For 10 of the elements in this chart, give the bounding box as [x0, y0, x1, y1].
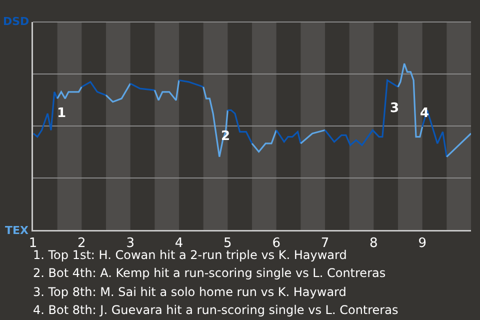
text: 4. Bot 8th: J. Guevara hit a run-scoring single vs L. Contreras: [33, 303, 398, 317]
text: TEX: [5, 224, 30, 237]
x-tick-label: 9: [418, 236, 426, 252]
text: 2. Bot 4th: A. Kemp hit a run-scoring single vs L. Contreras: [33, 266, 386, 280]
annotation: 3: [390, 101, 400, 116]
text: 3. Top 8th: M. Sai hit a solo home run vs K. Hayward: [33, 285, 346, 299]
text: DSD: [3, 15, 30, 28]
annotation: 1: [57, 106, 66, 121]
annotation: 4: [420, 106, 430, 121]
x-tick-label: 8: [370, 236, 378, 252]
